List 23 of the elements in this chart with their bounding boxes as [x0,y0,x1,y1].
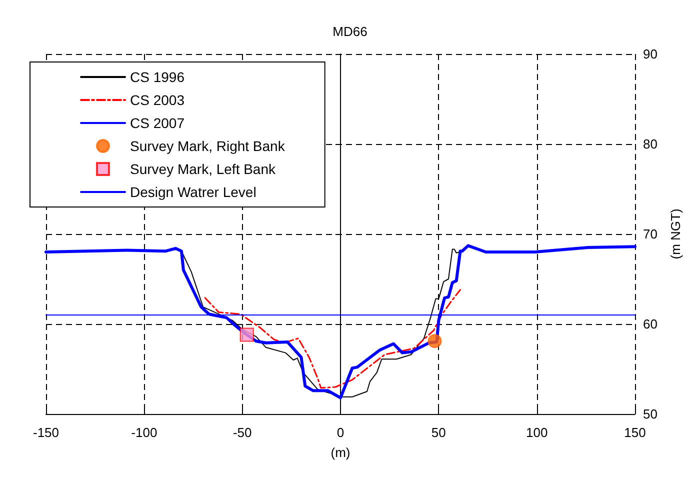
x-tick-label: 150 [624,425,646,440]
y-tick-label: 50 [643,406,658,422]
y-axis-title: (m NGT) [668,208,683,260]
y-tick-label: 70 [643,226,658,242]
line-series [44,244,636,400]
legend-label: Survey Mark, Right Bank [130,138,286,154]
y-tick-label: 60 [643,316,658,332]
x-axis-title: (m) [330,445,350,460]
legend-label: CS 2003 [130,92,185,108]
legend-label: CS 1996 [130,69,185,85]
x-tick-label: 50 [431,425,446,440]
chart-title: MD66 [332,24,368,39]
x-tick-label: 0 [336,425,344,440]
x-tick-label: -100 [131,425,158,440]
y-tick-label: 80 [643,136,658,152]
legend-label: CS 2007 [130,115,185,131]
legend-label: Design Watrer Level [130,184,256,200]
x-tick-label: -150 [32,425,60,440]
y-tick-label: 90 [643,46,658,62]
line-series [204,289,462,389]
legend-label: Survey Mark, Left Bank [130,161,277,177]
x-tick-label: -50 [232,425,252,440]
x-tick-label: 100 [526,425,548,440]
